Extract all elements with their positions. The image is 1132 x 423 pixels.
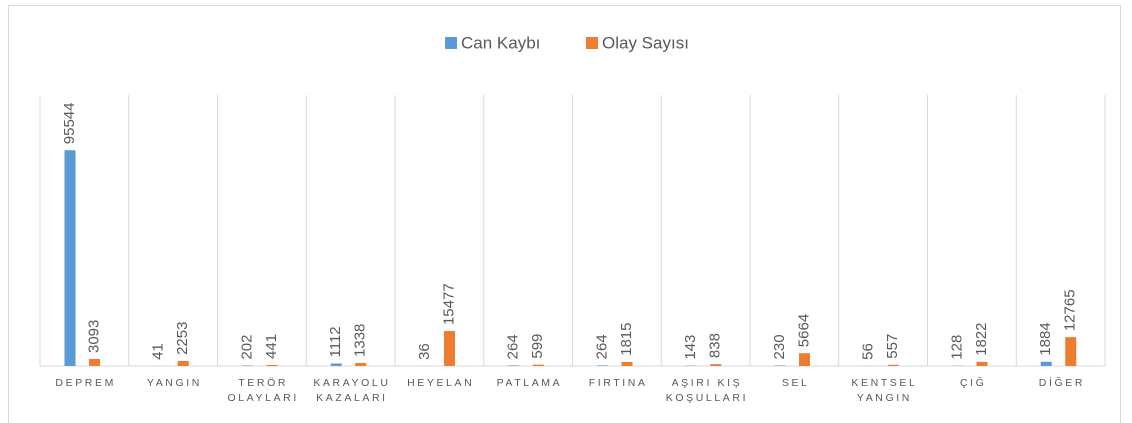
data-label: 2253 <box>174 322 191 355</box>
legend-label: Olay Sayısı <box>602 33 689 52</box>
bar <box>266 365 278 366</box>
data-label: 230 <box>771 334 788 359</box>
x-tick-label: HEYELAN <box>407 377 474 389</box>
bar <box>508 365 520 366</box>
data-label: 143 <box>682 335 699 360</box>
x-tick-label: DİĞER <box>1039 376 1085 389</box>
bar <box>330 363 342 366</box>
data-label: 1815 <box>618 323 635 356</box>
bar <box>1065 337 1077 366</box>
bar <box>710 364 722 366</box>
data-label: 441 <box>263 334 280 359</box>
x-tick-label: DEPREM <box>55 377 116 389</box>
x-tick-label: FIRTINA <box>589 377 648 389</box>
bar <box>355 362 367 366</box>
data-label: 264 <box>505 334 522 359</box>
bar <box>976 361 988 366</box>
data-label: 5664 <box>795 314 812 347</box>
x-tick-label: TERÖR OLAYLARI <box>227 377 298 404</box>
bar <box>774 365 786 366</box>
x-tick-label: KENTSEL YANGIN <box>851 377 917 404</box>
data-label: 202 <box>238 335 255 360</box>
x-tick-label: ÇIĞ <box>960 376 986 389</box>
legend-swatch <box>445 37 457 49</box>
x-tick-label: KARAYOLU KAZALARI <box>313 377 390 404</box>
bar <box>799 353 810 366</box>
x-tick-label: YANGIN <box>147 377 202 389</box>
legend-swatch <box>586 37 598 49</box>
data-label: 95544 <box>61 103 78 145</box>
bar <box>89 359 100 366</box>
data-label: 264 <box>593 334 610 359</box>
data-label: 12765 <box>1062 289 1079 331</box>
data-label: 1338 <box>352 324 369 357</box>
data-label: 15477 <box>440 283 457 325</box>
data-label: 41 <box>150 343 167 360</box>
bar <box>177 360 189 366</box>
x-tick-label: AŞIRI KIŞ KOŞULLARI <box>666 377 748 404</box>
data-label: 599 <box>529 334 546 359</box>
data-label: 1112 <box>327 326 344 357</box>
bar <box>1040 361 1052 366</box>
data-label: 1884 <box>1037 322 1054 355</box>
data-label: 3093 <box>85 320 102 353</box>
chart-border <box>8 5 1121 423</box>
data-label: 36 <box>416 343 433 360</box>
data-label: 557 <box>884 334 901 359</box>
data-label: 838 <box>707 333 724 358</box>
bar <box>597 365 608 366</box>
bar <box>621 361 633 366</box>
bar <box>444 331 455 366</box>
bar <box>887 364 899 366</box>
x-tick-label: SEL <box>782 377 810 389</box>
bar <box>64 150 76 366</box>
legend-label: Can Kaybı <box>461 33 540 52</box>
bar <box>532 364 544 366</box>
data-label: 128 <box>948 335 965 360</box>
x-tick-label: PATLAMA <box>497 377 563 389</box>
data-label: 56 <box>860 343 877 360</box>
data-label: 1822 <box>973 323 990 356</box>
